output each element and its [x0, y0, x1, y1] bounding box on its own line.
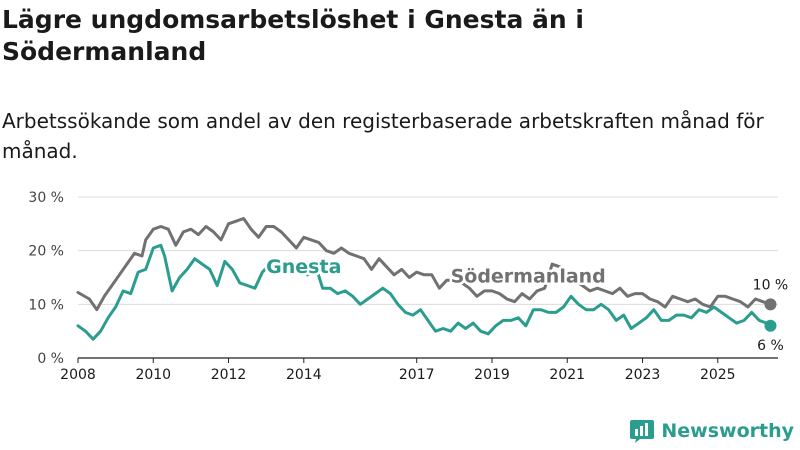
x-tick-label: 2023 [625, 367, 661, 383]
y-tick-label: 20 % [28, 244, 64, 260]
x-tick-label: 2008 [60, 367, 96, 383]
y-tick-label: 10 % [28, 297, 64, 313]
chart-subtitle: Arbetssökande som andel av den registerb… [2, 109, 764, 163]
series-line-södermanland [76, 217, 772, 312]
y-tick-label: 30 % [28, 190, 64, 206]
y-tick-label: 0 % [37, 351, 64, 367]
series-label: Södermanland [451, 265, 606, 287]
x-tick-label: 2012 [211, 367, 247, 383]
line-chart: 0 % 10 % 20 % 30 % 2008 2010 2012 2014 2017 2019 2… [28, 190, 789, 383]
series-end-label: 10 % [753, 277, 789, 293]
series-label: Gnesta [266, 256, 341, 278]
series-end-point [764, 319, 777, 332]
x-tick-label: 2014 [286, 367, 322, 383]
x-tick-label: 2021 [549, 367, 585, 383]
x-tick-label: 2010 [135, 367, 171, 383]
series-end-label: 6 % [757, 338, 784, 354]
newsworthy-icon [630, 420, 655, 443]
x-tick-label: 2025 [700, 367, 736, 383]
x-tick-label: 2019 [474, 367, 510, 383]
brand-logo: Newsworthy [629, 418, 794, 444]
series-line-gnesta [76, 243, 772, 341]
series-end-point [764, 298, 777, 311]
x-tick-label: 2017 [399, 367, 435, 383]
brand-name: Newsworthy [661, 420, 794, 442]
chart-title: Lägre ungdomsarbetslöshet i Gnesta än i … [2, 5, 584, 66]
